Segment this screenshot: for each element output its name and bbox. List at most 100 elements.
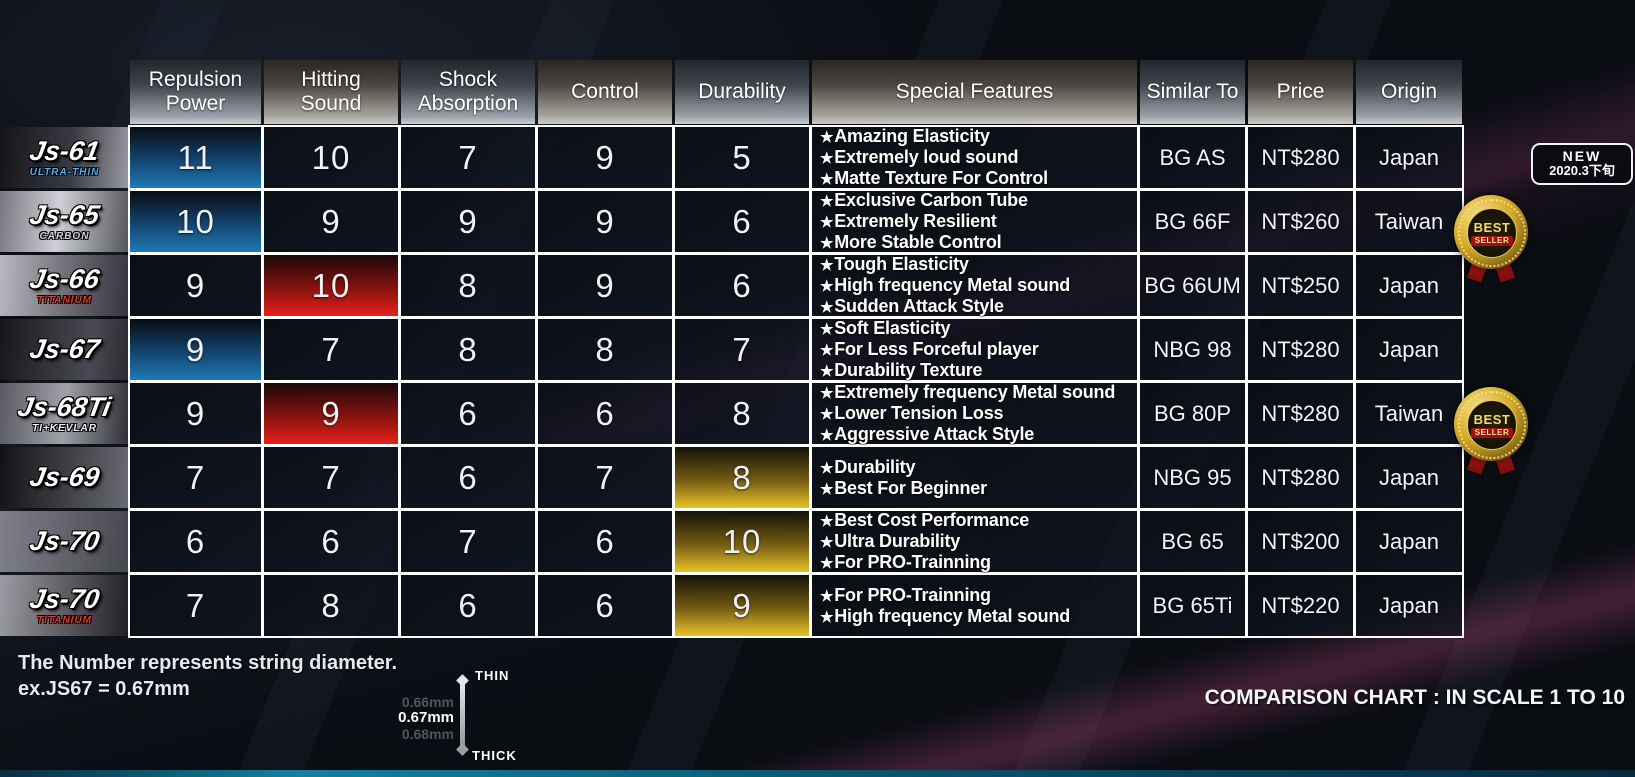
thin-to-thick-arrow-icon [456,674,469,756]
star-icon: ★ [820,362,834,380]
price-cell: NT$250 [1248,255,1353,316]
column-header-price: Price [1248,60,1353,124]
score-cell: 8 [538,319,672,380]
best-seller-line2: SELLER [1470,427,1514,438]
feature-text: High frequency Metal sound [834,275,1071,296]
score-cell: 9 [538,255,672,316]
product-logo-text: Js-65 [27,199,102,230]
star-icon: ★ [820,214,834,232]
price-cell: NT$280 [1248,383,1353,444]
best-seller-line2: SELLER [1470,235,1514,246]
star-icon: ★ [820,257,834,275]
feature-item: ★Aggressive Attack Style [820,424,1034,445]
feature-text: More Stable Control [834,231,1002,252]
star-icon: ★ [820,234,834,252]
feature-item: ★High frequency Metal sound [820,606,1070,627]
similar-to-cell: NBG 95 [1140,447,1245,508]
product-logo-js-61-0: Js-61 ULTRA-THIN [0,127,129,188]
score-cell: 9 [264,383,398,444]
score-cell: 9 [130,383,261,444]
score-cell: 6 [401,447,535,508]
product-logo-subtext: CARBON [39,230,90,242]
star-icon: ★ [820,426,834,444]
column-header-control: Control [538,60,672,124]
bottom-accent-bar [0,770,1635,777]
column-header-repulsion-power: Repulsion Power [130,60,261,124]
feature-item: ★Best For Beginner [820,478,987,499]
diameter-value: 0.68mm [401,726,454,742]
score-cell: 10 [264,255,398,316]
score-cell: 7 [675,319,809,380]
column-header-special-features: Special Features [812,60,1137,124]
product-logo-text: Js-70 [27,526,102,556]
star-icon: ★ [820,321,834,339]
star-icon: ★ [820,193,834,211]
star-icon: ★ [820,385,834,403]
product-logo-js-70-6: Js-70 [0,511,129,572]
product-logo-text: Js-70 [27,583,102,614]
feature-text: Soft Elasticity [834,318,951,339]
scale-note: COMPARISON CHART : IN SCALE 1 TO 10 [1204,686,1625,709]
star-icon: ★ [820,406,834,424]
origin-cell: Japan [1356,511,1462,572]
score-cell: 8 [401,255,535,316]
medal-center: BEST SELLER [1467,400,1517,450]
product-logo-subtext: TI+KEVLAR [32,422,97,434]
feature-item: ★For PRO-Trainning [820,585,991,606]
score-cell: 7 [130,447,261,508]
diameter-value: 0.66mm [401,694,454,710]
feature-text: For PRO-Trainning [834,551,991,572]
feature-text: Durability [834,456,916,477]
features-cell: ★Amazing Elasticity ★Extremely loud sound… [812,126,1137,188]
feature-item: ★Durability Texture [820,360,983,381]
feature-item: ★Extremely frequency Metal sound [820,382,1115,403]
feature-text: Lower Tension Loss [834,403,1004,424]
product-logo-js-68ti-4: Js-68Ti TI+KEVLAR [0,383,129,444]
feature-text: Best Cost Performance [834,510,1030,531]
feature-text: Exclusive Carbon Tube [834,190,1028,211]
price-cell: NT$220 [1248,575,1353,636]
score-cell: 7 [130,575,261,636]
best-seller-line1: BEST [1473,219,1511,235]
score-cell: 9 [130,255,261,316]
score-cell: 7 [538,447,672,508]
star-icon: ★ [820,342,834,360]
best-seller-badge: BEST SELLER [1452,195,1530,291]
score-cell: 7 [264,447,398,508]
features-cell: ★For PRO-Trainning ★High frequency Metal … [812,575,1137,636]
origin-cell: Taiwan [1356,383,1462,444]
feature-item: ★Tough Elasticity [820,254,969,275]
product-logo-js-70-7: Js-70 TITANIUM [0,575,129,636]
feature-item: ★High frequency Metal sound [820,275,1070,296]
product-logo-text: Js-66 [27,263,102,294]
score-cell: 7 [401,127,535,188]
features-cell: ★Durability ★Best For Beginner [812,447,1137,508]
column-header-similar-to: Similar To [1140,60,1245,124]
thin-label: THIN [475,668,510,683]
origin-cell: Japan [1356,447,1462,508]
product-logo-subtext: TITANIUM [36,614,93,626]
price-cell: NT$280 [1248,447,1353,508]
new-badge-line2: 2020.3下旬 [1549,163,1615,179]
score-cell: 10 [130,191,261,252]
score-cell: 6 [538,383,672,444]
product-logo-text: Js-67 [27,334,102,364]
feature-text: Ultra Durability [834,531,961,552]
score-cell: 9 [264,191,398,252]
column-header-hitting-sound: Hitting Sound [264,60,398,124]
column-header-durability: Durability [675,60,809,124]
column-header-origin: Origin [1356,60,1462,124]
feature-item: ★Extremely loud sound [820,147,1018,168]
score-cell: 9 [675,575,809,636]
feature-text: For PRO-Trainning [834,584,991,605]
note-line-2: ex.JS67 = 0.67mm [18,678,190,700]
feature-text: Matte Texture For Control [834,167,1048,188]
feature-item: ★Ultra Durability [820,531,960,552]
score-cell: 8 [264,575,398,636]
medal-center: BEST SELLER [1467,208,1517,258]
feature-text: Extremely Resilient [834,211,997,232]
score-cell: 6 [675,191,809,252]
score-cell: 6 [538,575,672,636]
score-cell: 7 [264,319,398,380]
